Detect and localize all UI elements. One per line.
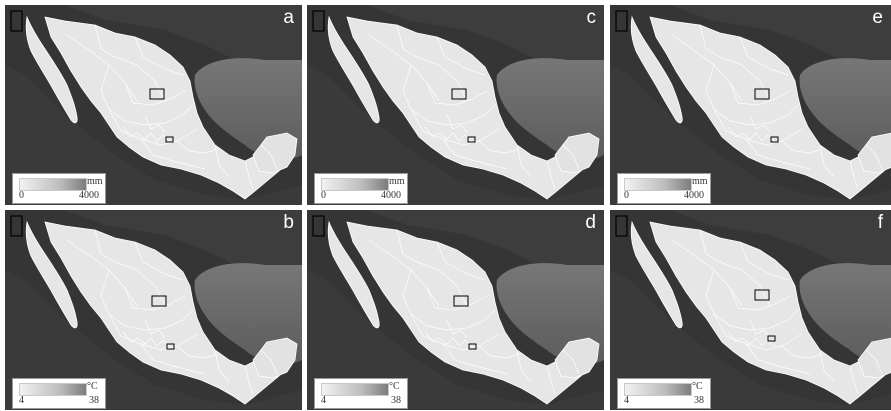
- study-area-rectangle: [10, 215, 23, 237]
- panel-label: f: [877, 212, 883, 233]
- study-area-rectangle: [467, 136, 476, 143]
- legend-color-bar: [19, 178, 87, 191]
- legend-max: 4000: [381, 190, 401, 201]
- map-panel-b: b °C 4 38: [5, 210, 302, 410]
- study-area-rectangle: [451, 88, 467, 100]
- legend-color-bar: [19, 383, 87, 396]
- mexico-map: [5, 210, 302, 410]
- legend-color-bar: [321, 383, 389, 396]
- study-area-rectangle: [165, 136, 174, 143]
- study-area-rectangle: [151, 295, 167, 307]
- study-area-rectangle: [754, 289, 770, 301]
- legend-color-bar: [624, 383, 692, 396]
- study-area-rectangle: [770, 136, 779, 143]
- mexico-map: [307, 210, 604, 410]
- legend-max: 4000: [684, 190, 704, 201]
- legend-unit: °C: [87, 381, 98, 392]
- map-panel-a: a mm 0 4000: [5, 5, 302, 205]
- legend-max: 38: [694, 395, 704, 406]
- mexico-map: [5, 5, 302, 205]
- study-area-rectangle: [166, 343, 175, 350]
- mexico-map: [610, 5, 891, 205]
- study-area-rectangle: [468, 343, 477, 350]
- legend-max: 4000: [79, 190, 99, 201]
- map-panel-e: e mm 0 4000: [610, 5, 891, 205]
- color-ramp-legend: °C 4 38: [314, 378, 408, 409]
- legend-unit: °C: [389, 381, 400, 392]
- color-ramp-legend: °C 4 38: [12, 378, 106, 409]
- study-area-rectangle: [615, 215, 628, 237]
- panel-label: a: [283, 7, 294, 28]
- map-panel-d: d °C 4 38: [307, 210, 604, 410]
- study-area-rectangle: [615, 10, 628, 32]
- color-ramp-legend: °C 4 38: [617, 378, 711, 409]
- legend-unit: mm: [389, 176, 405, 187]
- legend-color-bar: [624, 178, 692, 191]
- study-area-rectangle: [10, 10, 23, 32]
- panel-label: b: [283, 212, 294, 233]
- legend-min: 4: [624, 395, 629, 406]
- color-ramp-legend: mm 0 4000: [617, 173, 711, 204]
- mexico-map: [307, 5, 604, 205]
- study-area-rectangle: [312, 215, 325, 237]
- study-area-rectangle: [312, 10, 325, 32]
- color-ramp-legend: mm 0 4000: [314, 173, 408, 204]
- legend-max: 38: [89, 395, 99, 406]
- legend-unit: mm: [692, 176, 708, 187]
- study-area-rectangle: [149, 88, 165, 100]
- study-area-rectangle: [754, 88, 770, 100]
- legend-unit: °C: [692, 381, 703, 392]
- color-ramp-legend: mm 0 4000: [12, 173, 106, 204]
- study-area-rectangle: [767, 335, 776, 342]
- panel-label: d: [585, 212, 596, 233]
- legend-unit: mm: [87, 176, 103, 187]
- legend-min: 0: [321, 190, 326, 201]
- legend-min: 4: [19, 395, 24, 406]
- legend-min: 4: [321, 395, 326, 406]
- legend-min: 0: [624, 190, 629, 201]
- legend-max: 38: [391, 395, 401, 406]
- panel-label: e: [872, 7, 883, 28]
- legend-color-bar: [321, 178, 389, 191]
- study-area-rectangle: [453, 295, 469, 307]
- legend-min: 0: [19, 190, 24, 201]
- panel-label: c: [586, 7, 597, 28]
- mexico-map: [610, 210, 891, 410]
- map-panel-c: c mm 0 4000: [307, 5, 604, 205]
- map-panel-f: f °C 4 38: [610, 210, 891, 410]
